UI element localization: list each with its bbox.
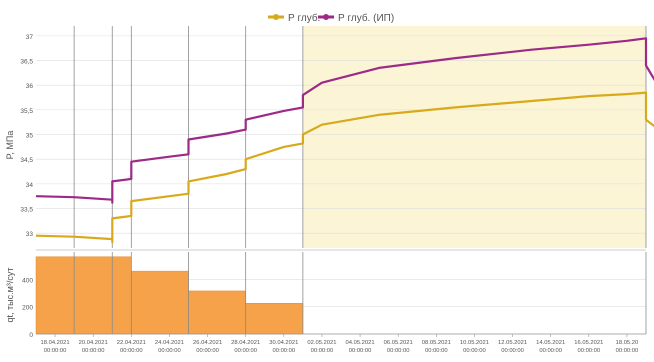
pressure-axis-label: P, МПа: [5, 131, 15, 160]
x-tick-label-time: 00:00:00: [44, 348, 67, 354]
x-tick-label-date: 18.05.20: [616, 340, 639, 346]
x-tick-label-time: 00:00:00: [234, 348, 257, 354]
x-tick-label-date: 12.05.2021: [498, 340, 527, 346]
shaded-region: [302, 26, 646, 248]
x-tick-label-time: 00:00:00: [273, 348, 296, 354]
series-line-p-glub-ip: [35, 37, 654, 204]
rate-tick-label: 0: [29, 332, 33, 339]
x-tick-label-date: 08.05.2021: [422, 340, 451, 346]
x-tick-label-date: 22.04.2021: [117, 340, 146, 346]
rate-tick-label: 200: [22, 305, 33, 312]
x-tick-label-date: 16.05.2021: [574, 340, 603, 346]
pressure-tick-label: 37: [26, 34, 34, 41]
legend-label-p-glub: Р глуб.: [288, 12, 320, 24]
x-tick-label-time: 00:00:00: [196, 348, 219, 354]
rate-plot: 0 200 400 18.04.2021 00:00:00 20.04.2021 00:00…: [22, 249, 647, 354]
x-tick-label-time: 00:00:00: [616, 348, 639, 354]
pressure-tick-label: 34: [26, 182, 34, 189]
x-tick-label-date: 26.04.2021: [193, 340, 222, 346]
x-tick-label-date: 28.04.2021: [231, 340, 260, 346]
rate-bar: [131, 270, 189, 335]
x-tick-label-time: 00:00:00: [387, 348, 410, 354]
pressure-tick-label: 36: [26, 83, 34, 90]
pressure-tick-label: 36,5: [20, 59, 33, 66]
pressure-tick-label: 33: [26, 231, 34, 238]
x-tick-label-time: 00:00:00: [120, 348, 143, 354]
pressure-tick-label: 35: [26, 133, 34, 140]
x-tick-label-time: 00:00:00: [463, 348, 486, 354]
x-tick-label-date: 10.05.2021: [460, 340, 489, 346]
x-tick-label-date: 14.05.2021: [536, 340, 565, 346]
rate-axis-label: qt, тыс.м³/сут: [5, 268, 15, 323]
pressure-tick-label: 35,5: [20, 108, 33, 115]
x-tick-label-time: 00:00:00: [82, 348, 105, 354]
rate-tick-label: 400: [22, 277, 33, 284]
x-tick-label-time: 00:00:00: [539, 348, 562, 354]
pressure-plot: 33 33,5 34 34,5 35 35,5 36 36,5 37: [20, 26, 654, 248]
x-tick-label-date: 06.05.2021: [384, 340, 413, 346]
x-tick-label-date: 20.04.2021: [79, 340, 108, 346]
x-tick-label-time: 00:00:00: [501, 348, 524, 354]
rate-bar: [188, 290, 246, 335]
x-tick-label-time: 00:00:00: [578, 348, 601, 354]
legend[interactable]: Р глуб. Р глуб. (ИП): [268, 12, 394, 24]
x-tick-label-time: 00:00:00: [425, 348, 448, 354]
rate-bar: [245, 303, 304, 335]
pressure-tick-label: 34,5: [20, 157, 33, 164]
legend-marker-p-glub-ip: [323, 14, 329, 20]
legend-marker-p-glub: [273, 14, 279, 20]
x-tick-label-time: 00:00:00: [158, 348, 181, 354]
x-tick-label-time: 00:00:00: [349, 348, 372, 354]
x-tick-label-date: 18.04.2021: [41, 340, 70, 346]
x-tick-label-date: 30.04.2021: [269, 340, 298, 346]
x-tick-label-time: 00:00:00: [311, 348, 334, 354]
rate-bar: [112, 256, 132, 335]
x-tick-label-date: 02.05.2021: [307, 340, 336, 346]
series-line-p-glub: [35, 91, 654, 244]
pressure-tick-label: 33,5: [20, 207, 33, 214]
legend-label-p-glub-ip: Р глуб. (ИП): [338, 12, 394, 24]
x-tick-label-date: 24.04.2021: [155, 340, 184, 346]
x-tick-label-date: 04.05.2021: [346, 340, 375, 346]
